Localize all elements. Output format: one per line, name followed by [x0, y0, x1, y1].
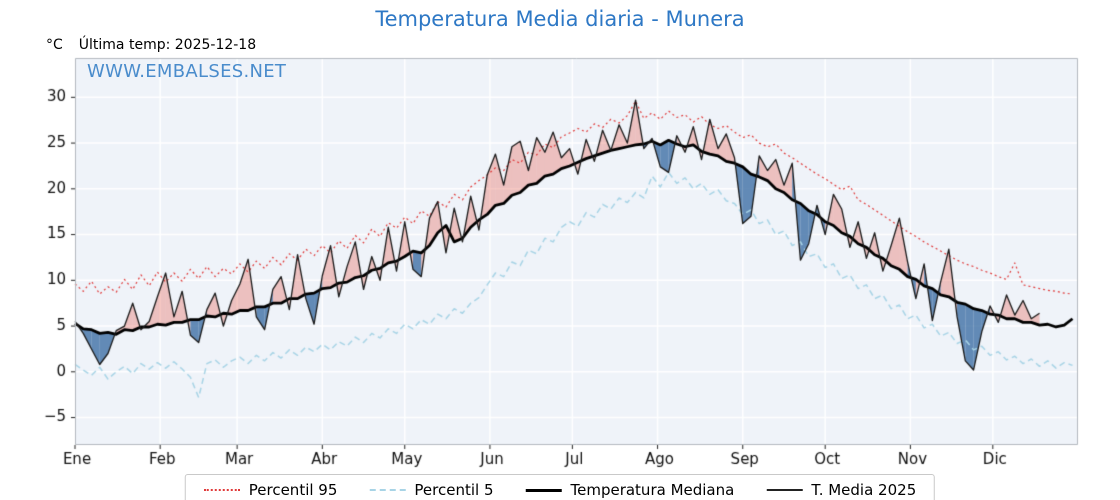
legend-item-t-media-2025: T. Media 2025 — [766, 481, 916, 499]
legend-item-mediana: Temperatura Mediana — [525, 481, 734, 499]
legend-label-percentil-95: Percentil 95 — [248, 481, 338, 499]
chart-title: Temperatura Media diaria - Munera — [375, 7, 745, 31]
t2025-line-swatch-icon — [766, 489, 803, 491]
last-temp-label: Última temp: 2025-12-18 — [78, 37, 257, 53]
watermark-text: WWW.EMBALSES.NET — [87, 61, 287, 82]
legend-label-percentil-5: Percentil 5 — [414, 481, 494, 499]
p95-line-swatch-icon — [203, 489, 240, 491]
y-axis-unit-label: °C — [46, 37, 63, 53]
legend-item-percentil-5: Percentil 5 — [369, 481, 493, 499]
legend-box: Percentil 95 Percentil 5 Temperatura Med… — [184, 474, 936, 500]
legend-label-t-media-2025: T. Media 2025 — [811, 481, 917, 499]
legend-item-percentil-95: Percentil 95 — [203, 481, 338, 499]
median-line-swatch-icon — [525, 488, 562, 492]
p5-line-swatch-icon — [369, 489, 406, 491]
subtitle-row: °C Última temp: 2025-12-18 — [46, 37, 256, 53]
legend-label-mediana: Temperatura Mediana — [570, 481, 735, 499]
